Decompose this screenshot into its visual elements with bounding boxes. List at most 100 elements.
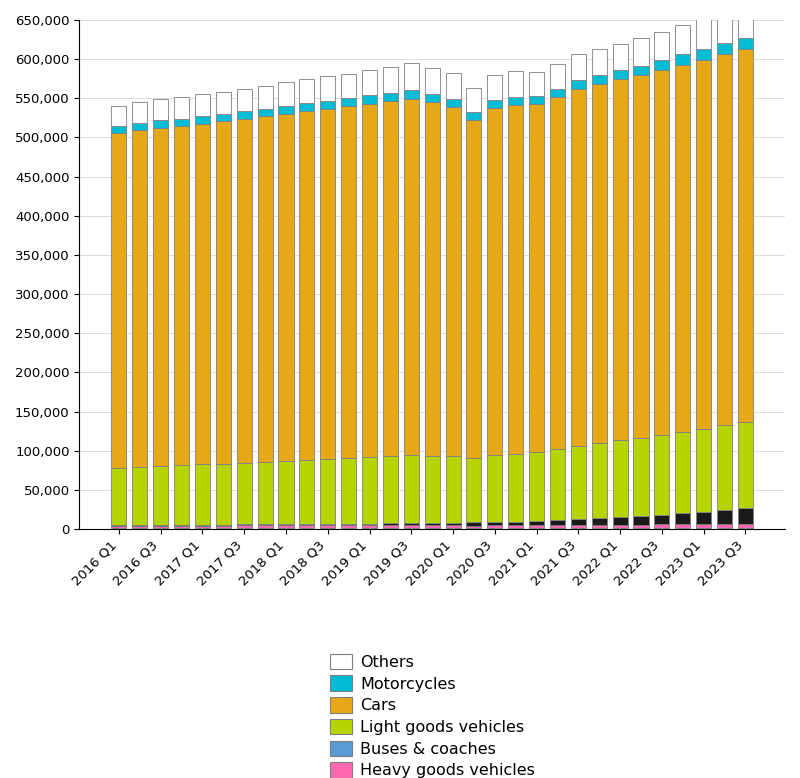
Bar	[466, 113, 482, 120]
Bar	[195, 94, 210, 116]
Bar	[425, 68, 440, 93]
Bar	[195, 116, 210, 124]
Bar	[425, 93, 440, 103]
Bar	[299, 460, 314, 524]
Bar	[571, 446, 586, 519]
Bar	[111, 525, 126, 527]
Bar	[258, 109, 273, 117]
Bar	[487, 455, 502, 522]
Bar	[717, 54, 732, 426]
Bar	[153, 99, 168, 121]
Bar	[299, 524, 314, 525]
Bar	[341, 98, 356, 107]
Bar	[320, 525, 335, 527]
Bar	[634, 516, 649, 524]
Bar	[675, 527, 690, 529]
Bar	[278, 82, 294, 106]
Bar	[299, 79, 314, 103]
Bar	[550, 89, 565, 97]
Bar	[613, 70, 628, 79]
Bar	[258, 117, 273, 462]
Bar	[446, 73, 461, 99]
Bar	[299, 103, 314, 111]
Bar	[738, 38, 753, 49]
Bar	[174, 97, 189, 119]
Bar	[362, 457, 377, 524]
Bar	[216, 114, 231, 121]
Bar	[153, 527, 168, 529]
Bar	[237, 527, 252, 529]
Bar	[195, 524, 210, 525]
Bar	[550, 520, 565, 525]
Bar	[696, 527, 711, 529]
Bar	[696, 60, 711, 429]
Bar	[195, 124, 210, 464]
Bar	[216, 525, 231, 527]
Bar	[717, 524, 732, 527]
Bar	[258, 86, 273, 109]
Bar	[153, 128, 168, 466]
Bar	[571, 519, 586, 525]
Bar	[717, 12, 732, 44]
Bar	[654, 435, 670, 515]
Bar	[634, 438, 649, 516]
Bar	[404, 455, 419, 523]
Bar	[278, 461, 294, 524]
Bar	[174, 119, 189, 126]
Bar	[425, 103, 440, 455]
Bar	[132, 467, 147, 525]
Bar	[320, 527, 335, 529]
Bar	[174, 525, 189, 527]
Bar	[425, 525, 440, 527]
Bar	[216, 524, 231, 525]
Bar	[654, 524, 670, 527]
Bar	[738, 49, 753, 422]
Bar	[111, 133, 126, 468]
Bar	[529, 452, 544, 521]
Bar	[571, 54, 586, 80]
Bar	[341, 458, 356, 524]
Bar	[634, 38, 649, 65]
Bar	[466, 525, 482, 527]
Bar	[362, 524, 377, 525]
Bar	[425, 455, 440, 523]
Bar	[132, 130, 147, 467]
Bar	[320, 524, 335, 525]
Bar	[258, 527, 273, 529]
Bar	[696, 19, 711, 49]
Bar	[132, 123, 147, 130]
Bar	[571, 89, 586, 446]
Bar	[487, 75, 502, 100]
Bar	[237, 525, 252, 527]
Bar	[216, 92, 231, 114]
Bar	[675, 432, 690, 513]
Bar	[446, 99, 461, 107]
Bar	[362, 103, 377, 457]
Bar	[446, 107, 461, 456]
Bar	[550, 97, 565, 449]
Bar	[111, 106, 126, 126]
Bar	[529, 72, 544, 96]
Bar	[738, 527, 753, 529]
Bar	[571, 525, 586, 527]
Bar	[529, 104, 544, 452]
Bar	[571, 80, 586, 89]
Bar	[675, 65, 690, 432]
Bar	[717, 527, 732, 529]
Bar	[634, 65, 649, 75]
Bar	[675, 54, 690, 65]
Bar	[258, 524, 273, 525]
Bar	[529, 525, 544, 527]
Bar	[487, 522, 502, 525]
Bar	[237, 463, 252, 524]
Bar	[654, 60, 670, 70]
Bar	[634, 527, 649, 529]
Bar	[237, 110, 252, 119]
Bar	[613, 517, 628, 524]
Bar	[425, 527, 440, 529]
Bar	[132, 527, 147, 529]
Bar	[174, 465, 189, 525]
Bar	[738, 6, 753, 38]
Bar	[299, 527, 314, 529]
Bar	[237, 524, 252, 525]
